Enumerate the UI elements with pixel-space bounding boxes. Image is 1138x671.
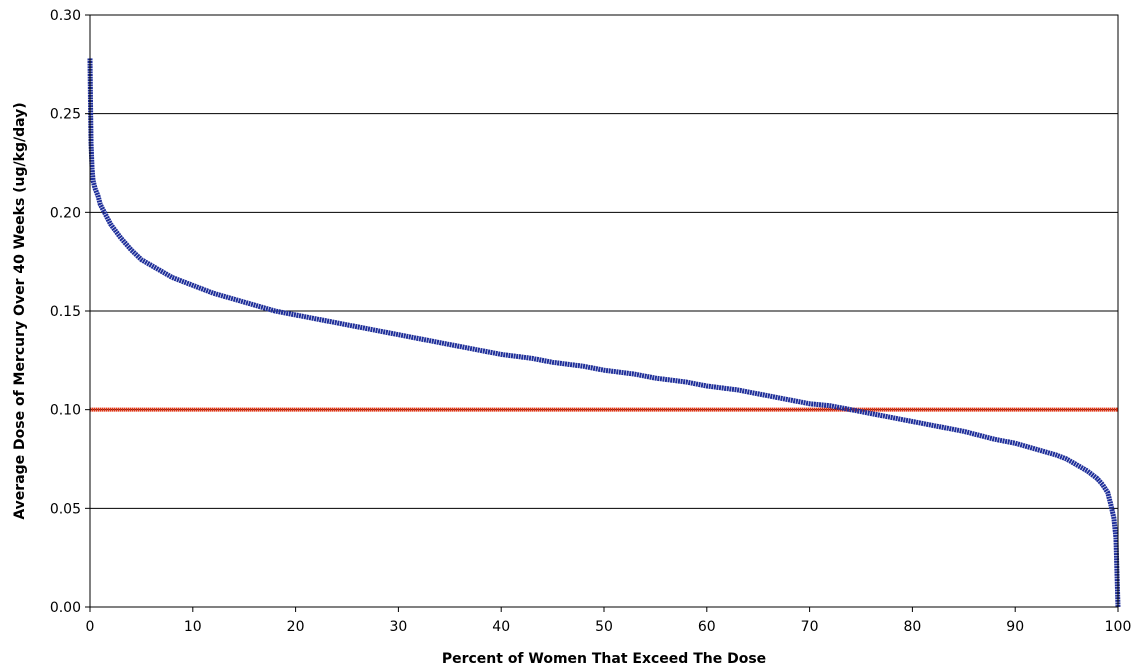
x-tick-label: 0 bbox=[86, 619, 95, 635]
x-tick-label: 100 bbox=[1105, 619, 1132, 635]
y-tick-label: 0.25 bbox=[50, 107, 81, 123]
x-tick-label: 40 bbox=[492, 619, 510, 635]
y-tick-label: 0.10 bbox=[50, 403, 81, 419]
x-tick-label: 60 bbox=[698, 619, 716, 635]
x-tick-label: 70 bbox=[801, 619, 819, 635]
x-tick-label: 10 bbox=[184, 619, 202, 635]
y-tick-label: 0.05 bbox=[50, 501, 81, 517]
x-axis-ticks: 0 10 20 30 40 50 60 70 80 90 100 bbox=[86, 607, 1132, 635]
x-tick-label: 90 bbox=[1006, 619, 1024, 635]
series-line-dose-curve bbox=[87, 58, 1121, 608]
x-tick-label: 20 bbox=[287, 619, 305, 635]
y-axis-label: Average Dose of Mercury Over 40 Weeks (u… bbox=[12, 102, 28, 519]
y-axis-ticks: 0.00 0.05 0.10 0.15 0.20 0.25 0.30 bbox=[50, 8, 90, 616]
x-axis-label: Percent of Women That Exceed The Dose bbox=[442, 651, 766, 667]
x-tick-label: 30 bbox=[389, 619, 407, 635]
x-tick-label: 80 bbox=[903, 619, 921, 635]
y-tick-label: 0.00 bbox=[50, 600, 81, 616]
gridlines bbox=[90, 113, 1118, 509]
y-tick-label: 0.30 bbox=[50, 8, 81, 24]
series-layer bbox=[87, 58, 1121, 608]
y-tick-label: 0.15 bbox=[50, 304, 81, 320]
y-tick-label: 0.20 bbox=[50, 205, 81, 221]
x-tick-label: 50 bbox=[595, 619, 613, 635]
